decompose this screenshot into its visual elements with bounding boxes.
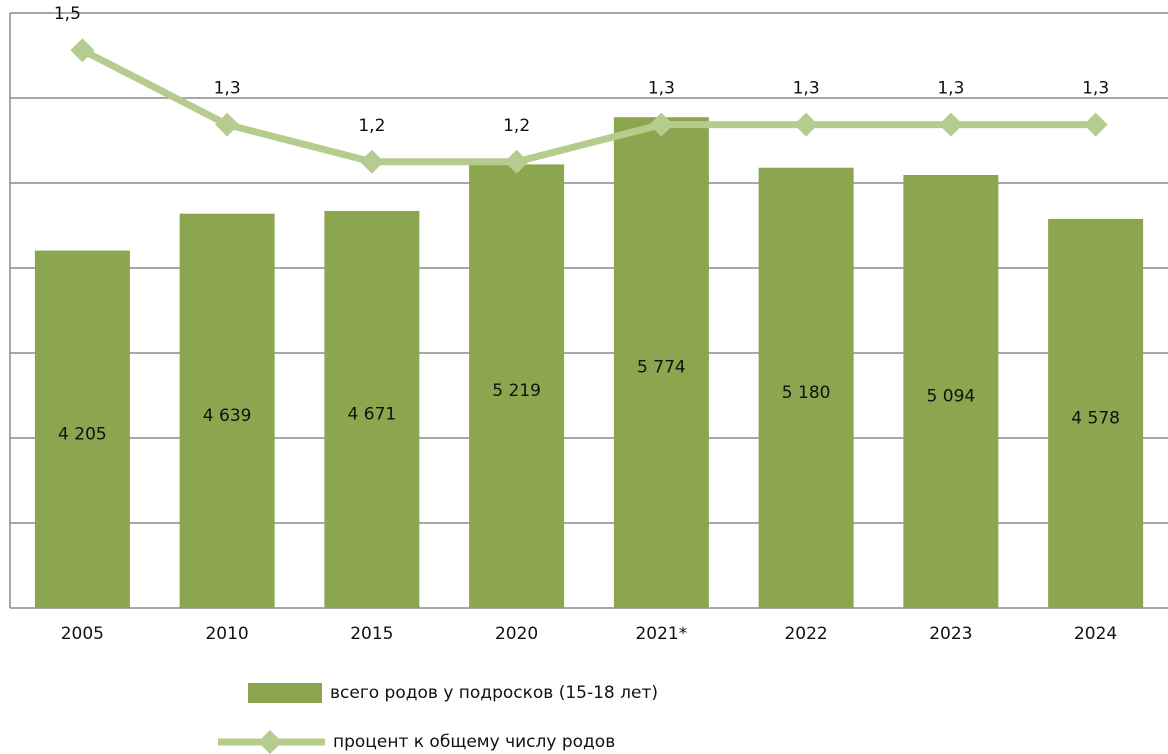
data-label: 4 671 <box>348 404 397 424</box>
data-label: 1,3 <box>1082 79 1109 99</box>
data-label: 1,2 <box>503 116 530 136</box>
x-tick-label: 2022 <box>784 624 827 644</box>
data-label: 4 639 <box>203 406 252 426</box>
bar <box>179 213 275 608</box>
x-tick-label: 2024 <box>1074 624 1117 644</box>
x-tick-label: 2020 <box>495 624 538 644</box>
data-label: 5 094 <box>927 387 976 407</box>
x-tick-label: 2023 <box>929 624 972 644</box>
data-label: 1,3 <box>648 79 675 99</box>
marker <box>938 112 963 137</box>
bar <box>758 167 854 608</box>
x-tick-label: 2021* <box>635 624 687 644</box>
data-label: 4 205 <box>58 424 107 444</box>
legend-label: процент к общему числу родов <box>333 732 615 752</box>
data-label: 5 774 <box>637 358 686 378</box>
bar <box>613 117 709 609</box>
marker <box>649 112 674 137</box>
data-label: 5 180 <box>782 383 831 403</box>
x-tick-label: 2005 <box>61 624 104 644</box>
data-label: 1,5 <box>54 4 81 24</box>
data-label: 1,3 <box>793 79 820 99</box>
legend-swatch <box>248 683 322 703</box>
data-label: 4 578 <box>1071 408 1120 428</box>
bar <box>324 210 420 608</box>
marker <box>794 112 819 137</box>
bar <box>903 175 999 608</box>
marker <box>359 149 384 174</box>
data-label: 1,3 <box>214 79 241 99</box>
marker <box>1083 112 1108 137</box>
legend-label: всего родов у подросков (15-18 лет) <box>330 683 658 703</box>
data-label: 1,2 <box>358 116 385 136</box>
x-tick-label: 2015 <box>350 624 393 644</box>
marker <box>504 149 529 174</box>
bar <box>34 250 130 608</box>
bar <box>1048 218 1144 608</box>
marker <box>70 38 95 63</box>
line <box>80 47 1096 166</box>
legend-marker <box>258 730 282 754</box>
marker <box>215 112 240 137</box>
data-label: 5 219 <box>492 381 541 401</box>
bar <box>469 164 565 608</box>
data-label: 1,3 <box>937 79 964 99</box>
x-tick-label: 2010 <box>205 624 248 644</box>
